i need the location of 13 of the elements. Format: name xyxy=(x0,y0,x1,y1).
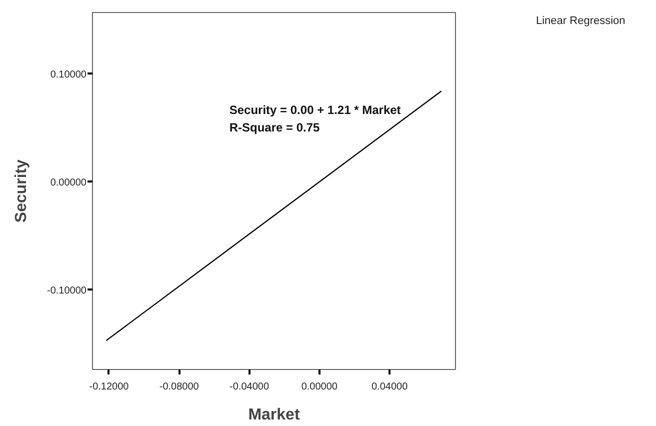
x-axis-title: Market xyxy=(248,406,300,424)
x-tick-label: -0.04000 xyxy=(230,382,270,392)
x-tick-label: 0.04000 xyxy=(371,382,408,392)
x-tick-label: -0.08000 xyxy=(159,382,200,392)
annotation: R-Square = 0.75 xyxy=(229,120,320,135)
text: Linear Regression xyxy=(536,14,626,29)
y-tick-label: -0.10000 xyxy=(47,285,87,296)
y-axis-title: Security xyxy=(13,159,30,223)
y-tick-label: 0.00000 xyxy=(50,177,87,188)
x-tick-label: -0.12000 xyxy=(89,382,130,392)
x-tick-label: 0.00000 xyxy=(301,382,338,392)
annotation: Security = 0.00 + 1.21 * Market xyxy=(229,103,401,118)
y-tick-label: 0.10000 xyxy=(50,69,87,80)
